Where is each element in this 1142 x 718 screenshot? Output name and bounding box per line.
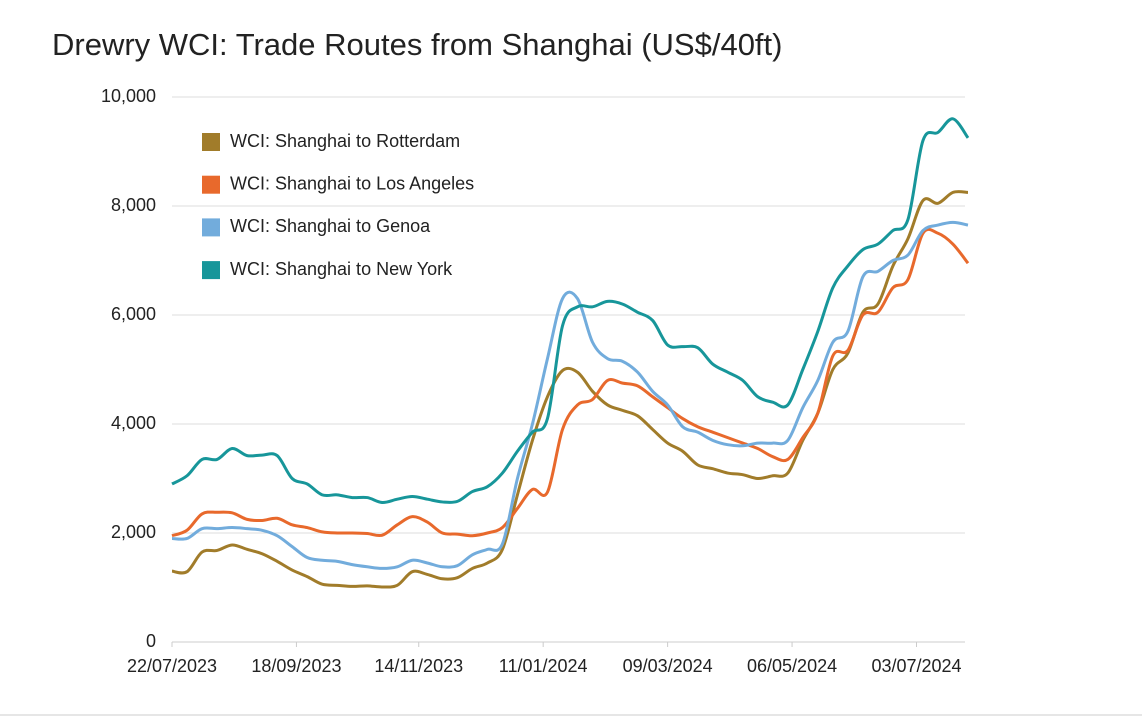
legend-swatch bbox=[202, 261, 220, 280]
x-tick-label: 18/09/2023 bbox=[251, 656, 341, 676]
legend-swatch bbox=[202, 175, 220, 194]
y-tick-label: 2,000 bbox=[111, 522, 156, 542]
y-tick-label: 10,000 bbox=[101, 86, 156, 106]
legend-swatch bbox=[202, 133, 220, 151]
y-tick-label: 4,000 bbox=[111, 413, 156, 433]
x-tick-label: 14/11/2023 bbox=[374, 656, 463, 676]
y-tick-label: 6,000 bbox=[111, 304, 156, 324]
legend-label: WCI: Shanghai to Rotterdam bbox=[230, 131, 460, 151]
x-tick-label: 09/03/2024 bbox=[623, 656, 713, 676]
x-tick-label: 22/07/2023 bbox=[127, 656, 217, 676]
series-line bbox=[171, 190, 969, 589]
legend-swatch bbox=[202, 218, 220, 237]
legend-label: WCI: Shanghai to Genoa bbox=[230, 216, 431, 236]
y-tick-label: 8,000 bbox=[111, 195, 156, 215]
series-line bbox=[171, 220, 969, 570]
series-line bbox=[171, 227, 970, 538]
x-tick-label: 06/05/2024 bbox=[747, 656, 837, 676]
x-tick-label: 03/07/2024 bbox=[871, 656, 961, 676]
y-tick-label: 0 bbox=[146, 631, 156, 651]
chart-title: Drewry WCI: Trade Routes from Shanghai (… bbox=[52, 27, 782, 62]
legend-label: WCI: Shanghai to Los Angeles bbox=[230, 173, 474, 193]
series-line bbox=[171, 117, 970, 504]
legend-label: WCI: Shanghai to New York bbox=[230, 259, 453, 279]
x-tick-label: 11/01/2024 bbox=[499, 656, 588, 676]
